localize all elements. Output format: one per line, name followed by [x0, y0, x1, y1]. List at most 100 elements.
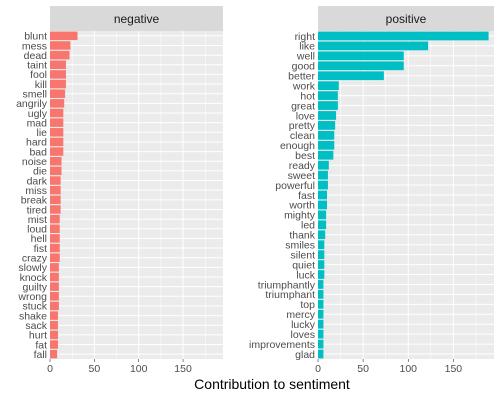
- bar-slowly: [50, 263, 59, 272]
- plot-background-negative: [50, 31, 223, 359]
- category-label-fist: fist: [34, 243, 48, 255]
- category-label-crazy: crazy: [22, 253, 48, 265]
- category-label-sweet: sweet: [288, 170, 316, 182]
- bar-bad: [50, 147, 64, 156]
- strip-label-positive: positive: [386, 12, 427, 26]
- x-ticks-positive: 0 50 100 150: [315, 359, 462, 375]
- category-label-clean: clean: [290, 130, 315, 142]
- category-label-hell: hell: [31, 233, 47, 245]
- category-label-smell: smell: [22, 89, 47, 101]
- x-tick-label: 0: [47, 363, 53, 375]
- bar-mess: [50, 41, 71, 50]
- category-label-led: led: [301, 220, 315, 232]
- bar-dark: [50, 176, 61, 185]
- category-label-mighty: mighty: [284, 210, 316, 222]
- category-label-angrily: angrily: [16, 98, 48, 110]
- category-label-luck: luck: [296, 269, 315, 281]
- category-label-noise: noise: [22, 156, 47, 168]
- bar-love: [318, 111, 337, 120]
- category-label-bad: bad: [29, 146, 47, 158]
- gridlines-positive: [317, 31, 494, 359]
- bar-wrong: [50, 292, 59, 301]
- bar-shake: [50, 311, 58, 320]
- bar-angrily: [50, 99, 65, 108]
- category-label-fast: fast: [298, 190, 315, 202]
- x-tick-label: 50: [357, 363, 369, 375]
- bar-luck: [318, 270, 325, 279]
- bar-hard: [50, 137, 64, 147]
- category-label-like: like: [299, 41, 315, 53]
- bar-loves: [318, 329, 324, 339]
- bar-fool: [50, 70, 66, 79]
- category-label-blunt: blunt: [24, 31, 47, 43]
- bar-powerful: [318, 180, 328, 190]
- bar-pretty: [318, 121, 336, 130]
- category-label-kill: kill: [35, 79, 47, 91]
- bar-mercy: [318, 309, 324, 319]
- bar-well: [318, 51, 404, 61]
- category-label-shake: shake: [19, 310, 47, 322]
- bar-best: [318, 150, 334, 160]
- bar-glad: [318, 349, 324, 359]
- bar-triumphant: [318, 290, 324, 299]
- category-label-mercy: mercy: [286, 309, 315, 321]
- category-label-dead: dead: [24, 50, 48, 62]
- bar-mighty: [318, 210, 327, 220]
- category-label-love: love: [296, 110, 315, 122]
- bar-break: [50, 195, 61, 205]
- category-label-fall: fall: [34, 349, 47, 361]
- bar-fall: [50, 349, 58, 359]
- bar-good: [318, 61, 404, 71]
- category-label-better: better: [288, 71, 315, 83]
- x-tick-label: 0: [315, 363, 321, 375]
- category-label-well: well: [296, 51, 315, 63]
- category-label-hard: hard: [26, 137, 47, 149]
- bar-work: [318, 81, 339, 91]
- category-label-hurt: hurt: [29, 330, 47, 342]
- category-label-fool: fool: [30, 69, 47, 81]
- bar-hell: [50, 234, 60, 243]
- bar-hurt: [50, 330, 58, 340]
- category-label-triumphantly: triumphantly: [258, 279, 316, 291]
- strip-negative: [50, 6, 223, 31]
- x-tick-label: 100: [399, 363, 417, 375]
- x-tick-label: 150: [445, 363, 463, 375]
- bar-silent: [318, 250, 325, 260]
- category-label-mist: mist: [28, 214, 47, 226]
- bar-loud: [50, 224, 60, 234]
- category-label-die: die: [33, 166, 47, 178]
- bar-stuck: [50, 301, 59, 311]
- bar-knock: [50, 272, 59, 282]
- category-label-knock: knock: [20, 272, 48, 284]
- bar-like: [318, 41, 429, 51]
- category-label-worth: worth: [288, 200, 315, 212]
- category-label-ugly: ugly: [28, 108, 48, 120]
- bar-noise: [50, 156, 62, 166]
- category-label-best: best: [295, 150, 315, 162]
- strip-label-negative: negative: [114, 12, 160, 26]
- bar-miss: [50, 185, 61, 195]
- category-label-guilty: guilty: [22, 281, 47, 293]
- bar-ready: [318, 160, 329, 170]
- bar-fist: [50, 243, 60, 253]
- category-label-enough: enough: [280, 140, 315, 152]
- category-label-mad: mad: [27, 117, 48, 129]
- category-label-fat: fat: [35, 339, 47, 351]
- bar-top: [318, 299, 324, 309]
- bar-mist: [50, 214, 60, 224]
- category-label-lie: lie: [36, 127, 47, 139]
- bar-taint: [50, 60, 66, 70]
- bar-lucky: [318, 319, 324, 329]
- bar-great: [318, 101, 338, 110]
- category-label-lucky: lucky: [291, 319, 316, 331]
- bar-ugly: [50, 108, 64, 118]
- category-label-work: work: [292, 80, 316, 92]
- bar-hot: [318, 91, 338, 100]
- bar-crazy: [50, 253, 60, 262]
- category-label-smiles: smiles: [285, 239, 315, 251]
- bar-smell: [50, 89, 66, 98]
- category-label-stuck: stuck: [22, 301, 47, 313]
- bar-guilty: [50, 282, 59, 291]
- category-label-top: top: [300, 299, 315, 311]
